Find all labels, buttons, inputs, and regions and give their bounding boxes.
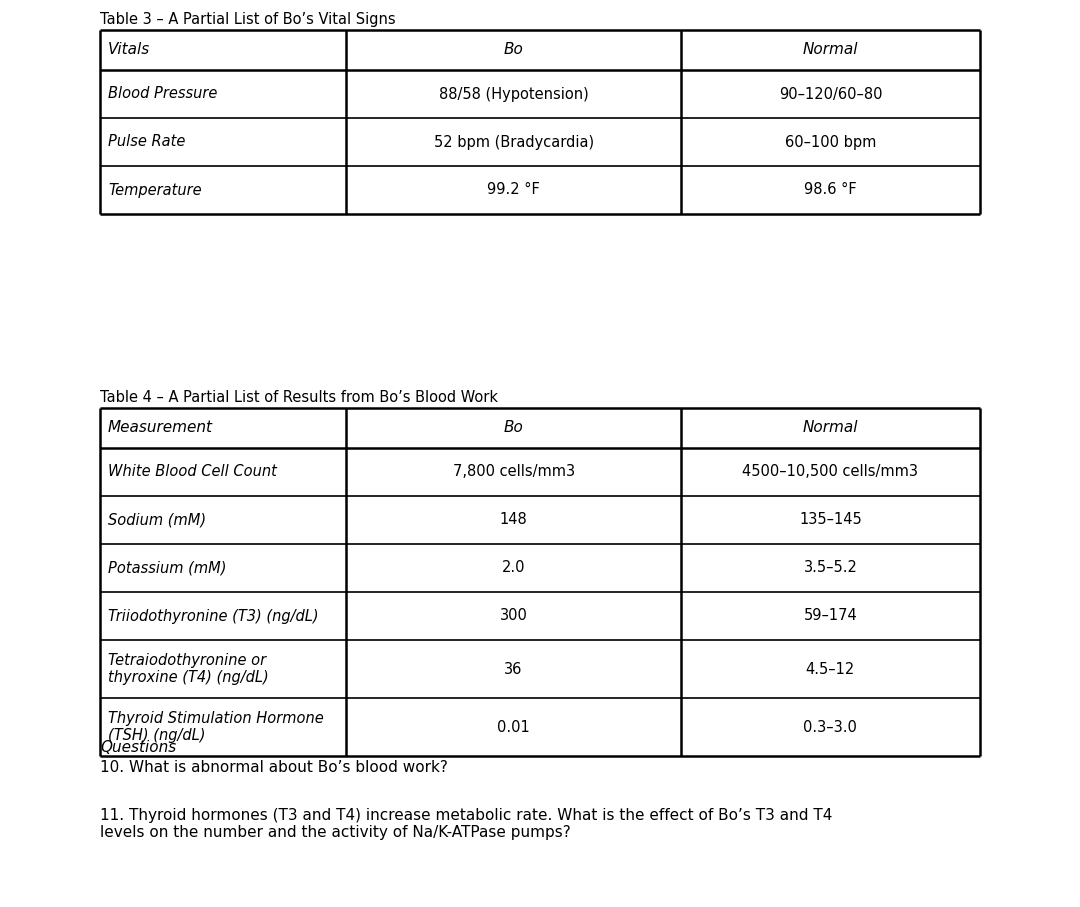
Text: Normal: Normal xyxy=(802,43,859,57)
Text: 7,800 cells/mm3: 7,800 cells/mm3 xyxy=(453,464,575,480)
Text: 60–100 bpm: 60–100 bpm xyxy=(785,134,876,150)
Text: Questions: Questions xyxy=(100,740,176,755)
Text: 3.5–5.2: 3.5–5.2 xyxy=(804,561,858,576)
Text: 52 bpm (Bradycardia): 52 bpm (Bradycardia) xyxy=(433,134,594,150)
Text: Blood Pressure: Blood Pressure xyxy=(108,86,217,102)
Text: Bo: Bo xyxy=(503,43,524,57)
Text: Bo: Bo xyxy=(503,421,524,435)
Text: Tetraiodothyronine or
thyroxine (T4) (ng/dL): Tetraiodothyronine or thyroxine (T4) (ng… xyxy=(108,653,269,685)
Text: Table 3 – A Partial List of Bo’s Vital Signs: Table 3 – A Partial List of Bo’s Vital S… xyxy=(100,12,395,27)
Text: Sodium (mM): Sodium (mM) xyxy=(108,512,206,528)
Text: 300: 300 xyxy=(500,609,527,623)
Text: Measurement: Measurement xyxy=(108,421,213,435)
Text: 0.3–3.0: 0.3–3.0 xyxy=(804,719,858,735)
Text: Table 4 – A Partial List of Results from Bo’s Blood Work: Table 4 – A Partial List of Results from… xyxy=(100,390,498,405)
Text: Potassium (mM): Potassium (mM) xyxy=(108,561,227,576)
Text: Vitals: Vitals xyxy=(108,43,150,57)
Text: 10. What is abnormal about Bo’s blood work?: 10. What is abnormal about Bo’s blood wo… xyxy=(100,760,448,775)
Text: 98.6 °F: 98.6 °F xyxy=(805,182,856,198)
Text: 148: 148 xyxy=(500,512,527,528)
Text: Normal: Normal xyxy=(802,421,859,435)
Text: Pulse Rate: Pulse Rate xyxy=(108,134,186,150)
Text: 4500–10,500 cells/mm3: 4500–10,500 cells/mm3 xyxy=(742,464,918,480)
Text: 36: 36 xyxy=(504,661,523,677)
Text: 4.5–12: 4.5–12 xyxy=(806,661,855,677)
Text: 88/58 (Hypotension): 88/58 (Hypotension) xyxy=(438,86,589,102)
Text: 135–145: 135–145 xyxy=(799,512,862,528)
Text: Triiodothyronine (T3) (ng/dL): Triiodothyronine (T3) (ng/dL) xyxy=(108,609,319,623)
Text: Temperature: Temperature xyxy=(108,182,202,198)
Text: 0.01: 0.01 xyxy=(497,719,530,735)
Text: Thyroid Stimulation Hormone
(TSH) (ng/dL): Thyroid Stimulation Hormone (TSH) (ng/dL… xyxy=(108,711,324,743)
Text: White Blood Cell Count: White Blood Cell Count xyxy=(108,464,276,480)
Text: 11. Thyroid hormones (T3 and T4) increase metabolic rate. What is the effect of : 11. Thyroid hormones (T3 and T4) increas… xyxy=(100,808,833,841)
Text: 2.0: 2.0 xyxy=(502,561,525,576)
Text: 99.2 °F: 99.2 °F xyxy=(487,182,540,198)
Text: 90–120/60–80: 90–120/60–80 xyxy=(779,86,882,102)
Text: 59–174: 59–174 xyxy=(804,609,858,623)
